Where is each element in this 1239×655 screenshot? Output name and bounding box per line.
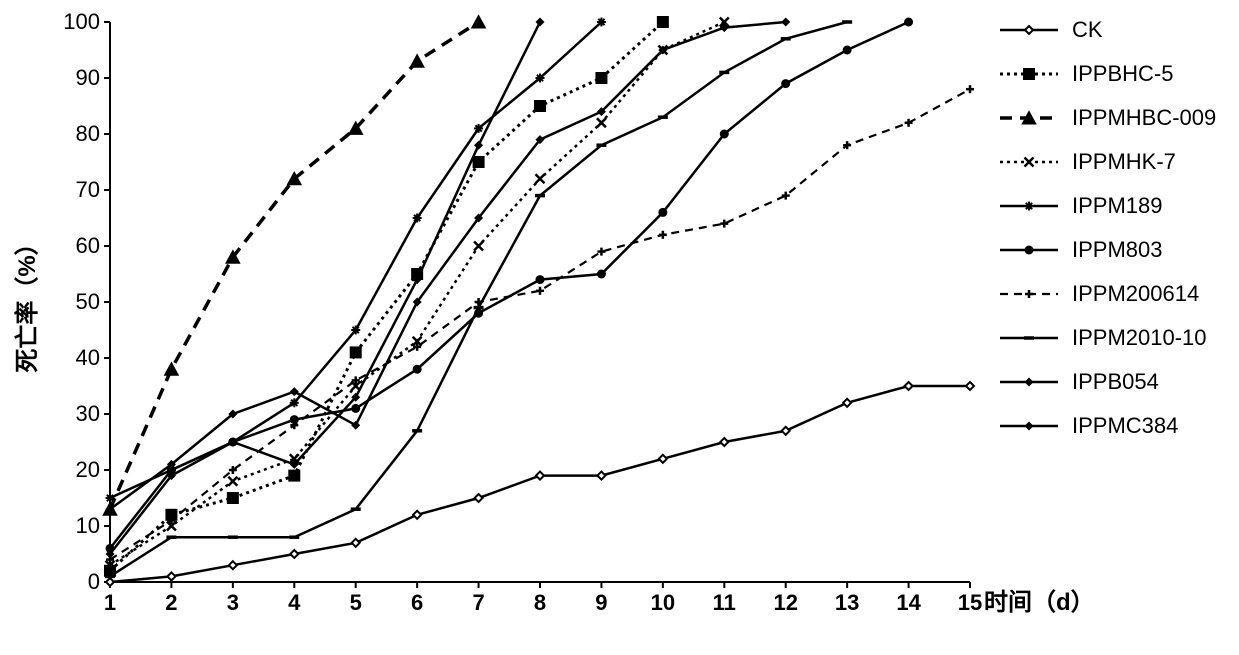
x-tick-label: 7 [472, 590, 484, 615]
y-tick-label: 30 [76, 401, 100, 426]
x-axis-title: 时间（d） [984, 589, 1095, 616]
y-tick-label: 80 [76, 121, 100, 146]
x-tick-label: 6 [411, 590, 423, 615]
x-tick-label: 8 [534, 590, 546, 615]
y-tick-label: 20 [76, 457, 100, 482]
x-tick-label: 1 [104, 590, 116, 615]
y-tick-label: 100 [63, 9, 100, 34]
x-tick-label: 14 [896, 590, 921, 615]
x-tick-label: 11 [713, 590, 736, 615]
y-tick-label: 50 [76, 289, 100, 314]
y-tick-label: 70 [76, 177, 100, 202]
legend-label: IPPBHC-5 [1072, 61, 1173, 86]
y-tick-label: 10 [76, 513, 100, 538]
y-tick-label: 40 [76, 345, 100, 370]
x-tick-label: 12 [773, 590, 797, 615]
legend-label: IPPM189 [1072, 193, 1163, 218]
y-axis-title: 死亡率（%） [13, 231, 41, 372]
legend-label: IPPMHBC-009 [1072, 105, 1216, 130]
legend-label: IPPB054 [1072, 369, 1159, 394]
line-chart: 0102030405060708090100死亡率（%）123456789101… [0, 0, 1239, 655]
x-tick-label: 3 [227, 590, 239, 615]
y-tick-label: 60 [76, 233, 100, 258]
x-tick-label: 13 [835, 590, 859, 615]
x-tick-label: 15 [958, 590, 982, 615]
legend-label: IPPMHK-7 [1072, 149, 1176, 174]
x-tick-label: 5 [350, 590, 362, 615]
legend-label: IPPM2010-10 [1072, 325, 1207, 350]
y-tick-label: 0 [88, 569, 100, 594]
y-tick-label: 90 [76, 65, 100, 90]
x-tick-label: 10 [651, 590, 675, 615]
x-tick-label: 9 [595, 590, 607, 615]
legend-label: CK [1072, 17, 1103, 42]
x-tick-label: 2 [165, 590, 177, 615]
x-tick-label: 4 [288, 590, 301, 615]
legend-label: IPPM200614 [1072, 281, 1199, 306]
legend-label: IPPM803 [1072, 237, 1163, 262]
chart-container: 0102030405060708090100死亡率（%）123456789101… [0, 0, 1239, 655]
legend-label: IPPMC384 [1072, 413, 1178, 438]
